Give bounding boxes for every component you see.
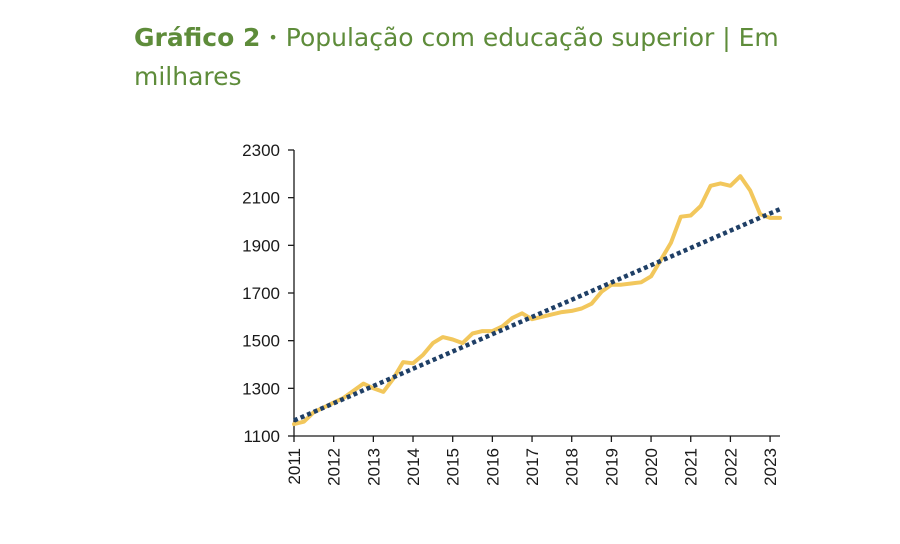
x-tick-label: 2023 [761, 448, 780, 486]
x-tick-label: 2011 [285, 448, 304, 485]
y-tick-label: 1300 [242, 379, 280, 398]
series-line [292, 174, 782, 427]
chart-series [292, 174, 782, 427]
x-tick-label: 2021 [682, 448, 701, 486]
figure-label: Gráfico 2 [134, 23, 261, 52]
trend-line [293, 207, 781, 423]
figure-title: População com educação superior | Em mil… [134, 23, 779, 91]
y-tick-label: 1900 [242, 236, 280, 255]
chart-title: Gráfico 2 • População com educação superio… [134, 18, 874, 96]
x-tick-label: 2012 [325, 448, 344, 486]
x-tick-label: 2018 [563, 448, 582, 486]
y-tick-label: 1500 [242, 332, 280, 351]
y-tick-label: 2300 [242, 141, 280, 160]
y-tick-label: 1100 [243, 427, 280, 446]
x-tick-label: 2022 [721, 448, 740, 486]
x-tick-label: 2019 [602, 448, 621, 486]
x-tick-label: 2014 [404, 448, 423, 486]
title-separator: • [268, 28, 278, 47]
chart-axes: 1100 1300 1500 1700 1900 2100 2300 2011 2012 2013… [242, 141, 780, 486]
x-tick-label: 2020 [642, 448, 661, 486]
y-tick-label: 1700 [242, 284, 280, 303]
x-tick-label: 2015 [444, 448, 463, 486]
x-tick-label: 2017 [523, 448, 542, 486]
x-tick-label: 2016 [483, 448, 502, 486]
y-tick-label: 2100 [242, 189, 280, 208]
x-tick-label: 2013 [364, 448, 383, 486]
